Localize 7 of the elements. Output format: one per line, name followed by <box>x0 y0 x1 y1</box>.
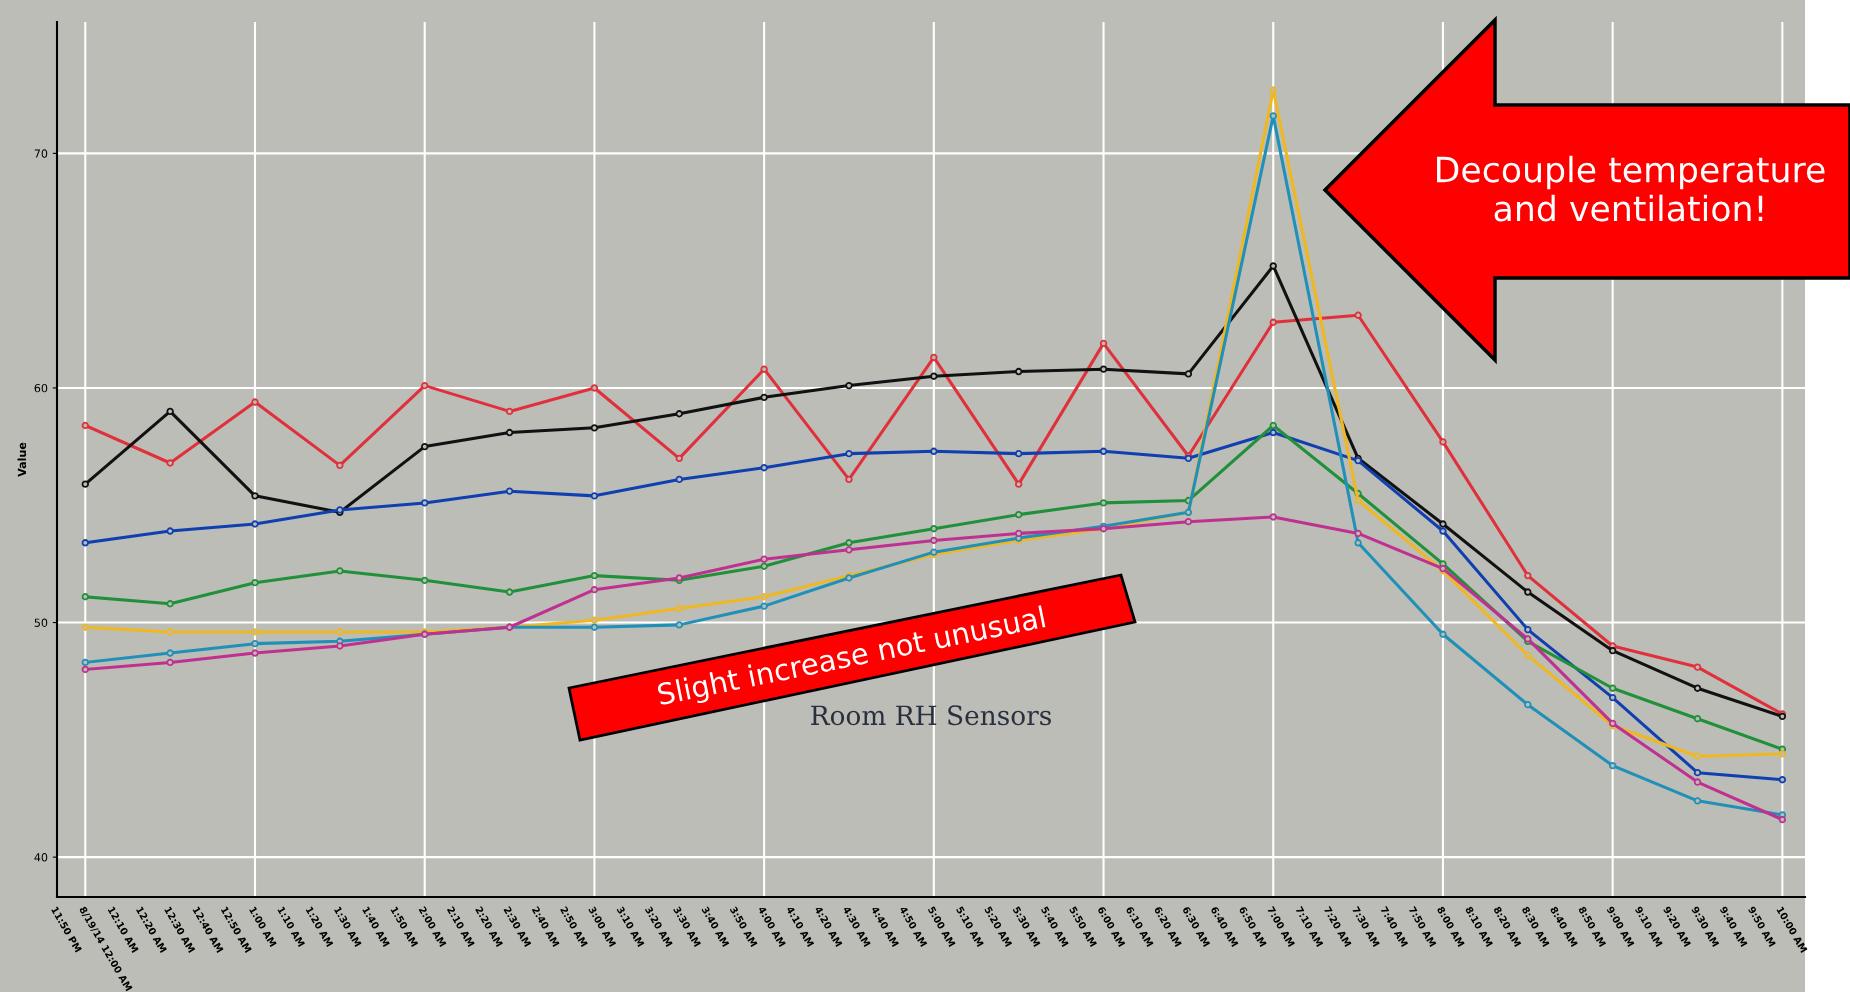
y-tick-label: 50 <box>34 618 48 627</box>
y-axis-title: Value <box>17 442 27 477</box>
annotation: Decouple temperature and ventilation! <box>1437 155 1825 222</box>
y-tick-label: 40 <box>34 853 48 862</box>
text: Room RH Sensors <box>811 705 1051 726</box>
y-tick-label: 70 <box>34 149 48 158</box>
y-tick-label: 60 <box>34 383 48 393</box>
